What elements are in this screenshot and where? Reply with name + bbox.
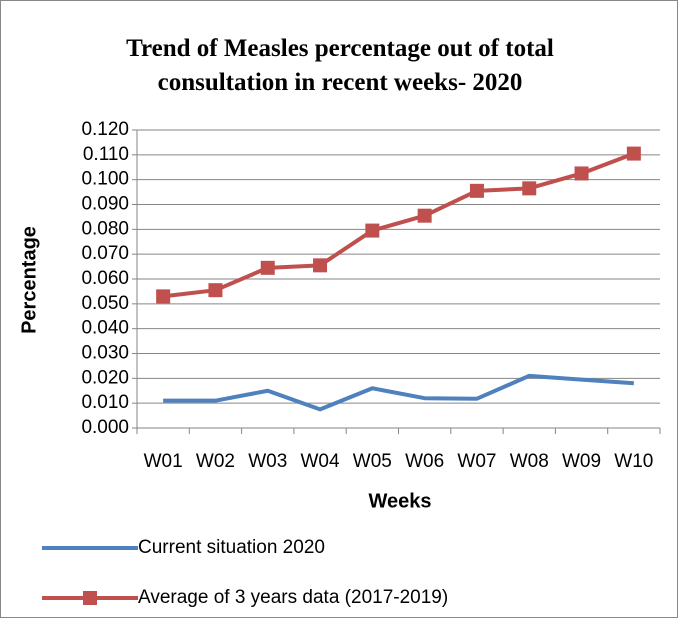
y-tick-label: 0.020 bbox=[81, 367, 129, 388]
x-tick-label: W09 bbox=[562, 451, 601, 472]
x-tick-label: W01 bbox=[144, 451, 183, 472]
x-tick-label: W03 bbox=[248, 451, 287, 472]
y-tick-label: 0.000 bbox=[81, 417, 129, 438]
data-point bbox=[469, 183, 484, 198]
y-tick-label: 0.090 bbox=[81, 194, 129, 215]
data-point bbox=[522, 181, 537, 196]
x-tick-label: W08 bbox=[510, 451, 549, 472]
y-tick-label: 0.030 bbox=[81, 343, 129, 364]
y-tick-label: 0.040 bbox=[81, 318, 129, 339]
y-tick-label: 0.060 bbox=[81, 268, 129, 289]
legend-marker bbox=[83, 591, 97, 605]
x-tick-label: W04 bbox=[301, 451, 341, 472]
data-point bbox=[313, 258, 328, 273]
y-tick-label: 0.110 bbox=[83, 144, 129, 165]
x-tick-label: W02 bbox=[196, 451, 235, 472]
data-point bbox=[417, 208, 432, 223]
x-tick-label: W05 bbox=[353, 451, 392, 472]
y-tick-label: 0.120 bbox=[81, 119, 129, 140]
series-line bbox=[162, 151, 635, 299]
data-point bbox=[626, 146, 641, 161]
y-tick-label: 0.080 bbox=[81, 218, 129, 239]
data-point bbox=[208, 283, 223, 298]
data-point bbox=[574, 166, 589, 181]
series-line bbox=[163, 373, 634, 412]
data-point bbox=[365, 223, 380, 238]
y-tick-label: 0.100 bbox=[81, 169, 129, 190]
x-axis-title: Weeks bbox=[368, 490, 431, 512]
y-tick-label: 0.010 bbox=[81, 392, 129, 413]
legend-label: Average of 3 years data (2017-2019) bbox=[138, 587, 448, 608]
data-point bbox=[156, 289, 171, 304]
legend-label: Current situation 2020 bbox=[138, 537, 325, 558]
x-tick-label: W10 bbox=[614, 451, 653, 472]
data-point bbox=[260, 260, 275, 275]
y-tick-label: 0.050 bbox=[81, 293, 129, 314]
x-tick-label: W07 bbox=[457, 451, 496, 472]
x-tick-label: W06 bbox=[405, 451, 444, 472]
y-tick-label: 0.070 bbox=[81, 243, 129, 264]
y-axis-title: Percentage bbox=[18, 226, 40, 334]
chart-title: Trend of Measles percentage out of total… bbox=[126, 35, 554, 96]
